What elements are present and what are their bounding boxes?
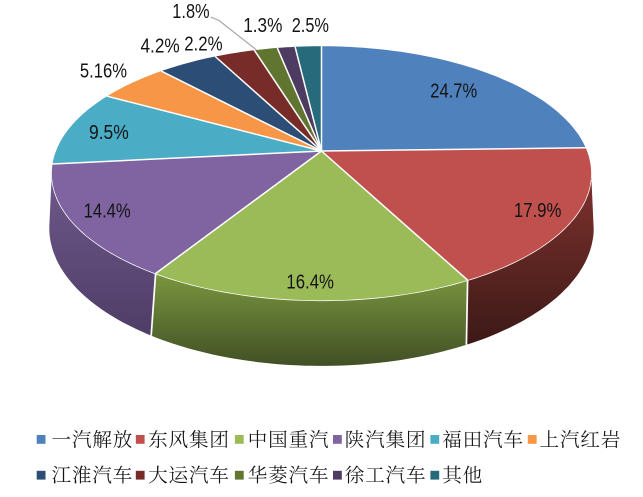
svg-text:2.2%: 2.2%: [184, 32, 222, 55]
svg-text:4.2%: 4.2%: [141, 34, 180, 57]
svg-text:1.8%: 1.8%: [172, 0, 209, 23]
svg-text:24.7%: 24.7%: [430, 79, 477, 102]
svg-text:2.5%: 2.5%: [292, 14, 329, 37]
svg-text:14.4%: 14.4%: [84, 199, 131, 222]
svg-text:1.3%: 1.3%: [243, 14, 282, 37]
svg-text:9.5%: 9.5%: [89, 121, 129, 144]
svg-text:17.9%: 17.9%: [514, 199, 562, 222]
svg-text:16.4%: 16.4%: [286, 270, 334, 293]
svg-text:5.16%: 5.16%: [80, 59, 127, 82]
